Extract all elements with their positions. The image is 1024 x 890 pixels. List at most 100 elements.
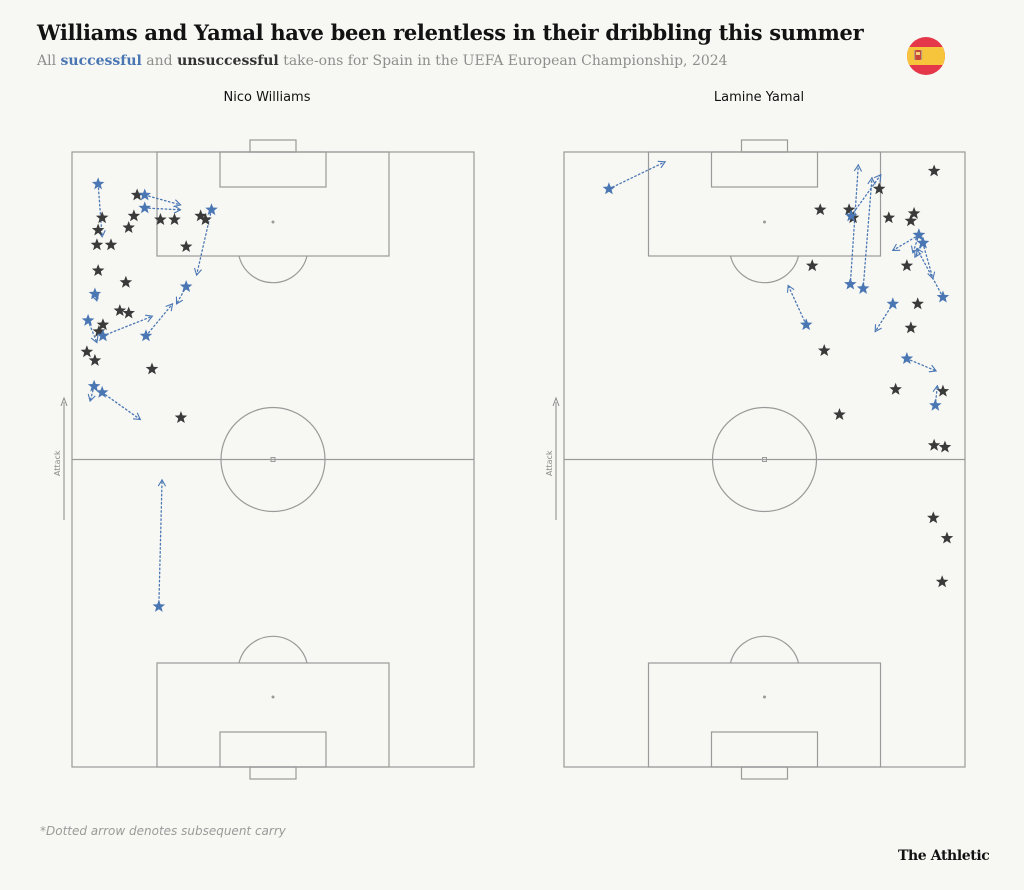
unsuccessful-takeon-star: [805, 259, 819, 272]
player-name-williams: Nico Williams: [223, 90, 311, 105]
unsuccessful-takeon-star: [92, 324, 106, 337]
unsuccessful-takeon-star: [199, 213, 212, 225]
unsuccessful-takeon-star: [927, 438, 941, 451]
goal-area-top: [710, 151, 819, 188]
unsuccessful-takeon-star: [96, 318, 110, 331]
goal-bottom: [740, 766, 789, 780]
unsuccessful-takeon-star: [882, 211, 896, 224]
brand-logo: The Athletic: [898, 848, 990, 864]
goal-area-top: [219, 151, 327, 188]
successful-takeon-star: [87, 379, 101, 392]
unsuccessful-takeon-star: [119, 275, 133, 288]
carry-arrow: [906, 357, 938, 373]
carry-arrow: [932, 384, 941, 407]
unsuccessful-takeon-star: [90, 238, 104, 251]
successful-takeon-star: [138, 188, 152, 201]
successful-takeon-star: [844, 209, 858, 222]
unsuccessful-takeon-star: [88, 353, 102, 366]
successful-takeon-star: [81, 313, 95, 326]
centre-spot: [270, 457, 276, 462]
successful-takeon-star: [929, 398, 942, 411]
successful-takeon-star: [900, 352, 914, 364]
carry-arrow: [910, 234, 920, 254]
successful-takeon-star: [205, 203, 218, 216]
carry-arrows: [608, 160, 944, 407]
goal-area-bottom: [219, 731, 327, 768]
centre-circle: [711, 406, 818, 513]
carry-arrow: [97, 183, 106, 238]
carry-arrow: [193, 209, 213, 277]
subtitle-unsuccessful: unsuccessful: [177, 53, 279, 69]
successful-takeon-star: [844, 277, 857, 290]
successful-takeon-star: [856, 281, 870, 294]
pitch-yamal: [563, 139, 966, 780]
carry-arrow: [916, 247, 944, 298]
attack-label-right: Attack: [545, 450, 554, 476]
penalty-arc-bottom: [729, 635, 800, 664]
unsuccessful-takeon-star: [872, 182, 886, 195]
unsuccessful-takeon-star: [174, 411, 188, 424]
successful-takeon-star: [91, 177, 105, 190]
footnote: *Dotted arrow denotes subsequent carry: [40, 824, 286, 838]
unsuccessful-takeon-star: [904, 214, 918, 227]
carry-arrow: [144, 194, 182, 208]
takeon-markers: [80, 177, 218, 612]
penalty-area-bottom: [647, 662, 882, 768]
goal-area-bottom: [710, 731, 819, 768]
spain-flag-icon: [907, 37, 945, 75]
unsuccessful-takeon-star: [904, 321, 918, 334]
unsuccessful-takeon-star: [907, 206, 921, 219]
unsuccessful-takeon-star: [127, 209, 141, 222]
carry-arrow: [102, 314, 154, 337]
subtitle-and: and: [146, 53, 173, 69]
pitch-williams: [71, 139, 475, 780]
carry-arrow: [101, 391, 142, 421]
carry-arrow: [891, 234, 920, 252]
carry-arrow: [862, 176, 876, 290]
goal-bottom: [249, 766, 297, 780]
player-name-yamal: Lamine Yamal: [713, 90, 805, 105]
carry-arrow: [175, 286, 187, 305]
unsuccessful-takeon-star: [104, 238, 118, 251]
successful-takeon-star: [88, 287, 102, 300]
unsuccessful-takeon-star: [91, 264, 105, 277]
unsuccessful-takeon-star: [889, 382, 902, 395]
carry-arrow: [157, 478, 167, 608]
penalty-spot-top: [271, 220, 275, 224]
successful-takeon-star: [139, 329, 153, 342]
unsuccessful-takeon-star: [179, 240, 193, 253]
attack-arrow-right: Attack: [545, 396, 560, 520]
successful-takeon-star: [936, 290, 950, 303]
penalty-spot-bottom: [763, 695, 766, 699]
successful-takeon-star: [95, 385, 109, 398]
unsuccessful-takeon-star: [122, 221, 135, 233]
unsuccessful-takeon-star: [813, 203, 827, 216]
penalty-arc-bottom: [238, 635, 308, 664]
carry-arrow: [850, 173, 882, 217]
subtitle-prefix: All: [37, 53, 57, 69]
unsuccessful-takeon-star: [936, 384, 950, 397]
unsuccessful-takeon-star: [122, 306, 135, 319]
successful-takeon-star: [916, 236, 930, 249]
unsuccessful-takeon-star: [938, 440, 952, 453]
successful-takeon-star: [799, 318, 813, 331]
unsuccessful-takeon-star: [927, 164, 941, 177]
successful-takeon-star: [886, 297, 900, 310]
goal-top: [740, 139, 789, 153]
successful-takeon-star: [602, 182, 616, 195]
chart-subtitle: All successful and unsuccessful take-ons…: [37, 53, 728, 69]
unsuccessful-takeon-star: [911, 297, 924, 310]
carry-arrow: [145, 303, 174, 337]
successful-takeon-star: [96, 329, 110, 342]
takeon-markers: [602, 164, 954, 588]
unsuccessful-takeon-star: [194, 209, 207, 222]
penalty-spot-top: [763, 220, 766, 224]
carry-arrow: [849, 163, 863, 285]
carry-arrows: [87, 183, 213, 608]
unsuccessful-takeon-star: [833, 408, 846, 420]
unsuccessful-takeon-star: [817, 344, 831, 356]
unsuccessful-takeon-star: [927, 511, 940, 524]
successful-takeon-star: [152, 599, 166, 612]
